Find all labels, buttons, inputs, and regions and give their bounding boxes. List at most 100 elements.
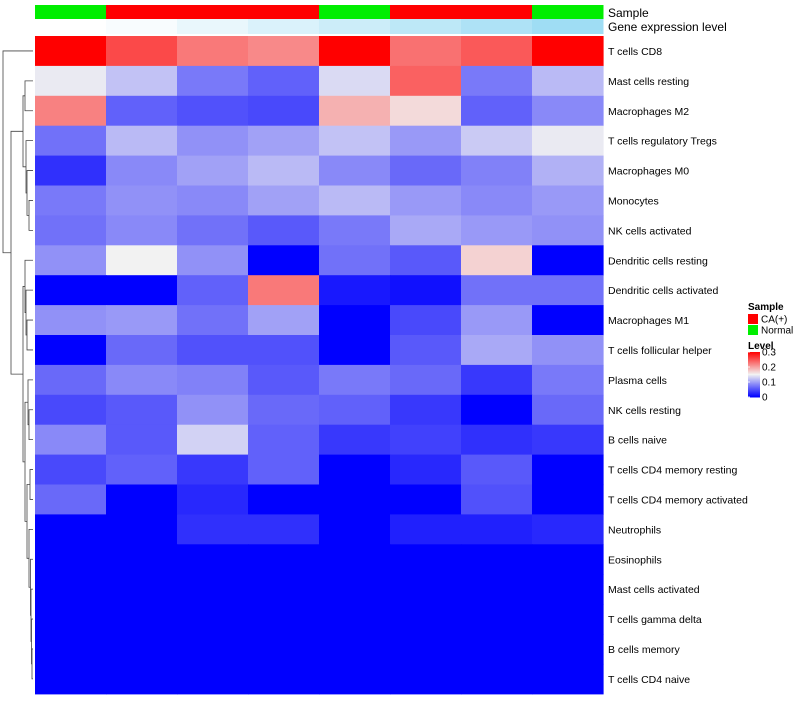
heatmap-cell [390,484,462,515]
heatmap-cell [319,634,391,665]
heatmap-cell [461,155,533,187]
heatmap-cell [35,185,107,216]
heatmap-cell [319,36,391,67]
heatmap-cell [532,305,604,336]
heatmap-cell [390,155,462,187]
heatmap-cell [461,305,533,336]
gene-expression-annotation-cell [461,19,533,34]
dendrogram-branch [10,130,23,375]
row-label: Macrophages M1 [608,315,689,327]
legend-gradient-step [748,381,760,383]
heatmap-cell [177,574,249,605]
row-label: Neutrophils [608,524,661,536]
heatmap-cell [177,155,249,187]
heatmap-cell [248,394,320,426]
heatmap-cell [461,663,533,695]
row-label: T cells follicular helper [608,345,712,357]
legend-gradient-step [748,357,760,359]
sample-annotation-cell [177,5,249,19]
heatmap-cell [532,245,604,276]
heatmap-cell [390,364,462,396]
legend-gradient-step [748,372,760,374]
legend-gradient-step [748,390,760,392]
track-label-sample: Sample [608,6,649,20]
heatmap-cell [106,65,178,97]
legend-gradient-step [748,371,760,373]
heatmap-cell [390,663,462,695]
heatmap-cell [248,215,320,246]
heatmap-cell [177,185,249,216]
heatmap-cell [319,155,391,187]
heatmap-cell [35,574,107,605]
dendrogram-branch [26,170,33,216]
dendrogram-branch [26,319,33,351]
track-label-gene-expression: Gene expression level [608,20,727,34]
heatmap-cell [177,484,249,515]
heatmap-cell [248,364,320,396]
heatmap-cell [319,95,391,127]
legend-gradient-step [748,356,760,358]
row-label: B cells memory [608,644,681,656]
heatmap-cell [248,663,320,695]
row-label: Macrophages M2 [608,106,689,118]
heatmap-cell [177,663,249,695]
heatmap-cell [177,424,249,456]
heatmap-cell [319,663,391,695]
heatmap-cell [461,424,533,456]
heatmap-cell [390,424,462,456]
heatmap-cell [106,125,178,157]
legend-sample-label: Normal [761,326,793,337]
heatmap-cell [177,305,249,336]
heatmap-cell [177,125,249,157]
heatmap-cell [390,394,462,426]
row-label: T cells CD4 memory activated [608,494,748,506]
legend-gradient-step [748,383,760,385]
heatmap-cell [248,335,320,366]
gene-expression-annotation-cell [35,19,107,34]
heatmap-cell [532,364,604,396]
heatmap-cell [532,574,604,605]
sample-annotation-cell [461,5,533,19]
heatmap-cell [461,454,533,486]
heatmap-cell [461,95,533,127]
legend-level-tick: 0.2 [762,363,776,374]
heatmap-cell [106,454,178,486]
heatmap-cell [461,36,533,67]
legend-gradient-step [748,385,760,387]
heatmap-cell [248,454,320,486]
heatmap-cell [532,36,604,67]
legend-gradient-step [748,393,760,395]
heatmap-cell [532,95,604,127]
heatmap-cell [390,125,462,157]
heatmap-cell [461,574,533,605]
heatmap-cell [35,245,107,276]
legend-gradient-step [748,392,760,394]
legend-gradient-step [748,377,760,379]
heatmap-cell [35,604,107,635]
heatmap-cell [461,634,533,665]
heatmap-cell [390,604,462,635]
legend-gradient-step [748,362,760,364]
heatmap-cell [319,185,391,216]
heatmap-cell [248,95,320,127]
legend-gradient-step [748,394,760,396]
legend-sample-swatch [748,325,758,335]
heatmap-cell [106,275,178,306]
heatmap-cell [461,275,533,306]
heatmap-cell [532,335,604,366]
heatmap-cell [106,514,178,545]
heatmap-cell [319,364,391,396]
heatmap-cell [248,634,320,665]
heatmap-cell [35,364,107,396]
heatmap-cell [35,394,107,426]
legend-gradient-step [748,355,760,357]
heatmap-cell [390,65,462,97]
heatmap-cell [248,424,320,456]
heatmap-cell [319,275,391,306]
heatmap-cell [532,125,604,157]
sample-annotation-cell [106,5,178,19]
heatmap-cell [177,36,249,67]
heatmap-cell [35,335,107,366]
dendrogram-branch [28,409,33,441]
